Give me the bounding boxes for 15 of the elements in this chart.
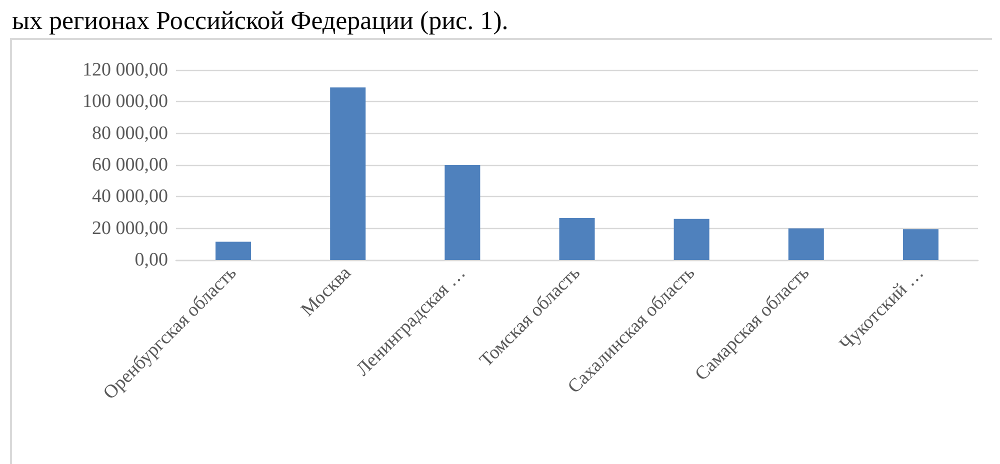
bar — [902, 229, 938, 260]
bar — [216, 242, 252, 260]
y-tick-label: 120 000,00 — [82, 60, 168, 80]
bar — [674, 218, 710, 260]
y-tick-label: 80 000,00 — [92, 122, 168, 144]
bar — [788, 228, 824, 260]
y-tick-label: 60 000,00 — [92, 154, 168, 176]
bar — [444, 165, 480, 260]
y-tick-label: 40 000,00 — [92, 186, 168, 208]
bar — [559, 218, 595, 260]
bar — [330, 87, 366, 260]
y-tick-label: 20 000,00 — [92, 218, 168, 239]
y-tick-label: 100 000,00 — [82, 91, 168, 112]
y-tick-label: 0,00 — [134, 250, 168, 270]
text: ых регионах Российской Федерации (рис. 1). — [11, 7, 510, 35]
